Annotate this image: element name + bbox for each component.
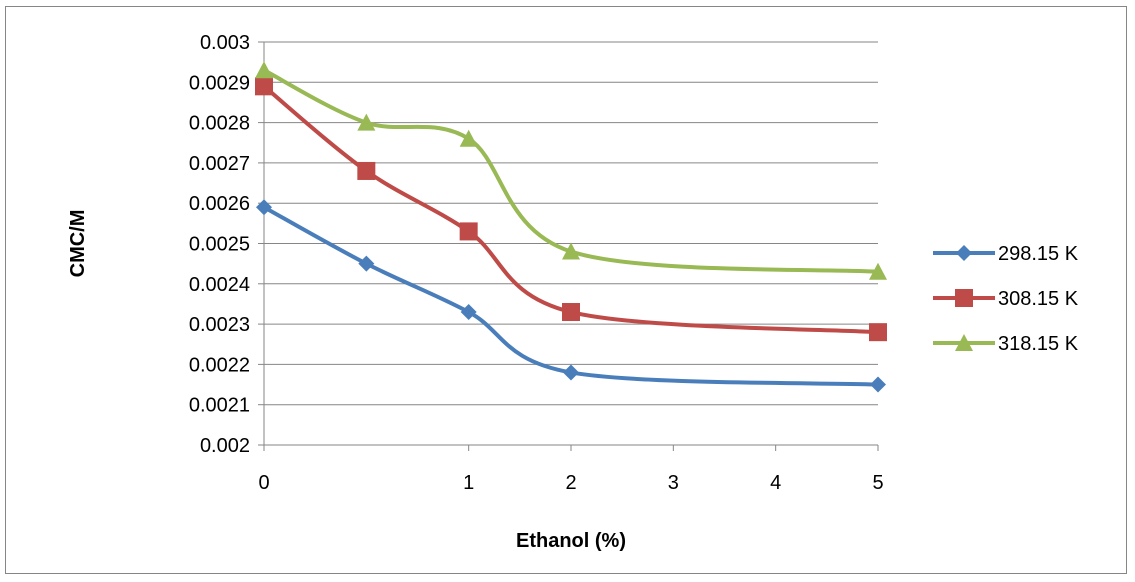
data-point xyxy=(256,199,272,216)
data-point xyxy=(460,304,477,321)
y-tick-label: 0.0025 xyxy=(189,234,250,256)
axes xyxy=(258,41,879,451)
y-tick-label: 0.0023 xyxy=(189,314,250,336)
y-tick-label: 0.0027 xyxy=(189,153,250,175)
legend-item: 308.15 K xyxy=(933,288,1079,310)
data-point xyxy=(563,364,579,381)
data-point xyxy=(870,376,886,393)
legend-item: 298.15 K xyxy=(933,243,1079,265)
y-axis-title: CMC/M xyxy=(67,210,89,278)
x-tick-label: 2 xyxy=(565,472,576,494)
legend-swatch-marker xyxy=(955,334,973,351)
series-line xyxy=(263,205,879,387)
data-point xyxy=(869,323,887,342)
series-line xyxy=(262,84,879,335)
data-point xyxy=(562,242,580,260)
data-point xyxy=(459,129,478,147)
y-tick-label: 0.0021 xyxy=(189,395,250,417)
data-point xyxy=(255,77,273,96)
legend-swatch-marker xyxy=(956,245,972,261)
chart-svg: 0.002 0.0021 0.0022 0.0023 0.0024 0.0025 0.002… xyxy=(67,32,1079,552)
series-2 xyxy=(255,61,887,280)
series-line xyxy=(263,68,879,274)
data-point xyxy=(562,303,580,322)
legend-label: 308.15 K xyxy=(998,288,1079,310)
x-tick-label: 3 xyxy=(668,472,679,494)
data-point xyxy=(357,113,376,131)
tick-labels: 0.002 0.0021 0.0022 0.0023 0.0024 0.0025 0.002… xyxy=(189,32,884,494)
legend: 298.15 K 308.15 K 318.15 K xyxy=(933,243,1079,355)
y-tick-label: 0.0024 xyxy=(189,274,250,296)
y-tick-label: 0.0029 xyxy=(189,72,250,94)
x-axis-title: Ethanol (%) xyxy=(516,530,626,552)
y-tick-label: 0.003 xyxy=(200,32,250,54)
legend-label: 298.15 K xyxy=(998,243,1079,265)
y-tick-label: 0.0022 xyxy=(189,354,250,376)
chart-frame: 0.002 0.0021 0.0022 0.0023 0.0024 0.0025 0.002… xyxy=(5,6,1127,574)
legend-item: 318.15 K xyxy=(933,333,1079,355)
legend-swatch-marker xyxy=(955,289,973,307)
series-1 xyxy=(255,77,887,342)
y-tick-label: 0.0028 xyxy=(189,113,250,135)
data-point xyxy=(869,262,887,280)
x-tick-label: 0 xyxy=(258,472,269,494)
data-point xyxy=(357,161,376,180)
y-tick-label: 0.002 xyxy=(200,435,250,457)
y-tick-label: 0.0026 xyxy=(189,193,250,215)
x-tick-label: 5 xyxy=(872,472,883,494)
series-0 xyxy=(256,199,886,393)
x-tick-label: 1 xyxy=(463,472,474,494)
plot-series xyxy=(255,61,887,393)
data-point xyxy=(358,255,375,272)
data-point xyxy=(459,222,478,241)
data-point xyxy=(255,61,273,79)
x-tick-label: 4 xyxy=(770,472,781,494)
legend-label: 318.15 K xyxy=(998,333,1079,355)
